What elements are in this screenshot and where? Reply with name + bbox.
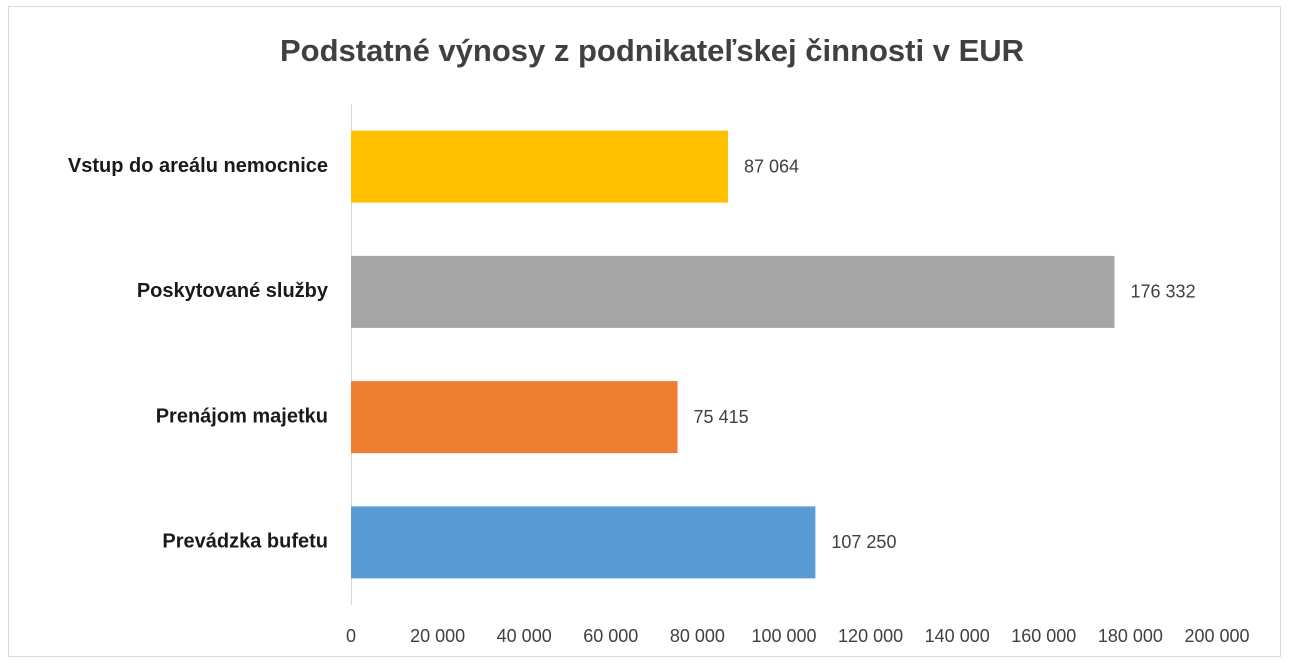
x-tick-label: 100 000 (751, 626, 816, 646)
y-tick-label: Poskytované služby (137, 280, 329, 302)
y-tick-label: Prevádzka bufetu (162, 531, 328, 553)
x-tick-label: 60 000 (583, 626, 638, 646)
x-tick-label: 160 000 (1011, 626, 1076, 646)
y-tick-label: Prenájom majetku (156, 405, 328, 427)
x-tick-label: 140 000 (925, 626, 990, 646)
y-tick-label: Vstup do areálu nemocnice (68, 155, 328, 177)
data-label: 176 332 (1131, 282, 1196, 302)
x-tick-label: 20 000 (410, 626, 465, 646)
x-tick-label: 80 000 (670, 626, 725, 646)
data-label: 75 415 (694, 407, 749, 427)
bar (351, 381, 678, 454)
chart-title: Podstatné výnosy z podnikateľskej činnos… (280, 33, 1024, 68)
x-tick-label: 200 000 (1184, 626, 1249, 646)
x-tick-label: 0 (346, 626, 356, 646)
x-tick-label: 180 000 (1098, 626, 1163, 646)
bar (351, 255, 1115, 328)
bar (351, 506, 816, 579)
data-label: 87 064 (744, 156, 799, 176)
data-label: 107 250 (831, 532, 896, 552)
bar (351, 130, 728, 203)
x-tick-label: 120 000 (838, 626, 903, 646)
x-tick-label: 40 000 (497, 626, 552, 646)
